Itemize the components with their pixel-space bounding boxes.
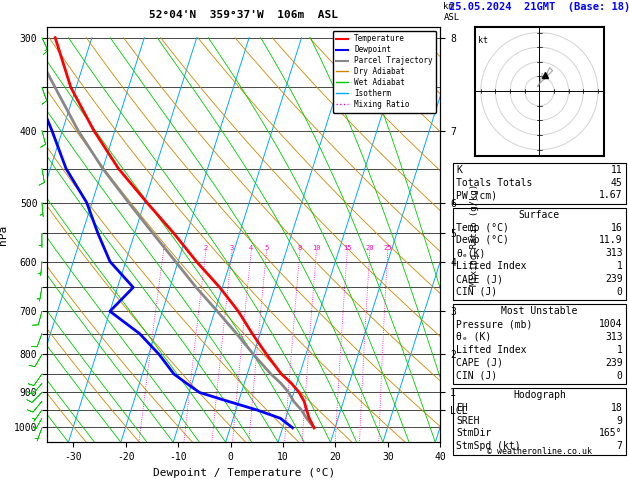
Title: 52°04'N  359°37'W  106m  ASL: 52°04'N 359°37'W 106m ASL — [149, 10, 338, 20]
Text: Totals Totals: Totals Totals — [456, 177, 532, 188]
Text: 1004: 1004 — [599, 319, 623, 329]
Text: CAPE (J): CAPE (J) — [456, 274, 503, 284]
Text: 313: 313 — [605, 248, 623, 259]
Text: 16: 16 — [611, 223, 623, 233]
Text: SREH: SREH — [456, 416, 479, 426]
Text: 11: 11 — [611, 165, 623, 175]
Text: Hodograph: Hodograph — [513, 390, 566, 400]
Text: 15: 15 — [343, 244, 352, 251]
X-axis label: Dewpoint / Temperature (°C): Dewpoint / Temperature (°C) — [153, 468, 335, 478]
Y-axis label: Mixing Ratio (g/kg): Mixing Ratio (g/kg) — [470, 183, 479, 286]
Text: kt: kt — [478, 35, 488, 45]
Text: Dewp (°C): Dewp (°C) — [456, 235, 509, 245]
Text: 4: 4 — [249, 244, 253, 251]
Text: 1: 1 — [617, 345, 623, 355]
Text: km
ASL: km ASL — [443, 2, 460, 22]
Text: 0: 0 — [617, 287, 623, 297]
Text: 20: 20 — [365, 244, 374, 251]
Text: EH: EH — [456, 402, 468, 413]
Text: Temp (°C): Temp (°C) — [456, 223, 509, 233]
Legend: Temperature, Dewpoint, Parcel Trajectory, Dry Adiabat, Wet Adiabat, Isotherm, Mi: Temperature, Dewpoint, Parcel Trajectory… — [333, 31, 437, 113]
Text: 8: 8 — [298, 244, 302, 251]
Text: 0: 0 — [617, 370, 623, 381]
Y-axis label: hPa: hPa — [0, 225, 8, 244]
Text: 239: 239 — [605, 358, 623, 368]
Text: K: K — [456, 165, 462, 175]
Text: 1: 1 — [617, 261, 623, 271]
Text: 239: 239 — [605, 274, 623, 284]
Text: StmDir: StmDir — [456, 428, 491, 438]
Text: StmSpd (kt): StmSpd (kt) — [456, 441, 521, 451]
Text: PW (cm): PW (cm) — [456, 191, 497, 201]
Text: Lifted Index: Lifted Index — [456, 261, 526, 271]
Text: 25: 25 — [384, 244, 392, 251]
Text: CIN (J): CIN (J) — [456, 287, 497, 297]
Text: 18: 18 — [611, 402, 623, 413]
Text: CIN (J): CIN (J) — [456, 370, 497, 381]
Text: θₑ (K): θₑ (K) — [456, 332, 491, 342]
Text: 3: 3 — [230, 244, 234, 251]
Text: 1.67: 1.67 — [599, 191, 623, 201]
Text: 7: 7 — [617, 441, 623, 451]
Text: θₑ(K): θₑ(K) — [456, 248, 486, 259]
Text: 1: 1 — [162, 244, 165, 251]
Text: 5: 5 — [264, 244, 269, 251]
Text: 165°: 165° — [599, 428, 623, 438]
Text: Pressure (mb): Pressure (mb) — [456, 319, 532, 329]
Text: Most Unstable: Most Unstable — [501, 306, 577, 316]
Text: 11.9: 11.9 — [599, 235, 623, 245]
Text: 313: 313 — [605, 332, 623, 342]
Text: © weatheronline.co.uk: © weatheronline.co.uk — [487, 447, 592, 456]
Text: 9: 9 — [617, 416, 623, 426]
Text: 10: 10 — [312, 244, 321, 251]
Text: Lifted Index: Lifted Index — [456, 345, 526, 355]
Text: Surface: Surface — [519, 209, 560, 220]
Text: 2: 2 — [204, 244, 208, 251]
Text: CAPE (J): CAPE (J) — [456, 358, 503, 368]
Text: 25.05.2024  21GMT  (Base: 18): 25.05.2024 21GMT (Base: 18) — [448, 2, 629, 12]
Text: 45: 45 — [611, 177, 623, 188]
